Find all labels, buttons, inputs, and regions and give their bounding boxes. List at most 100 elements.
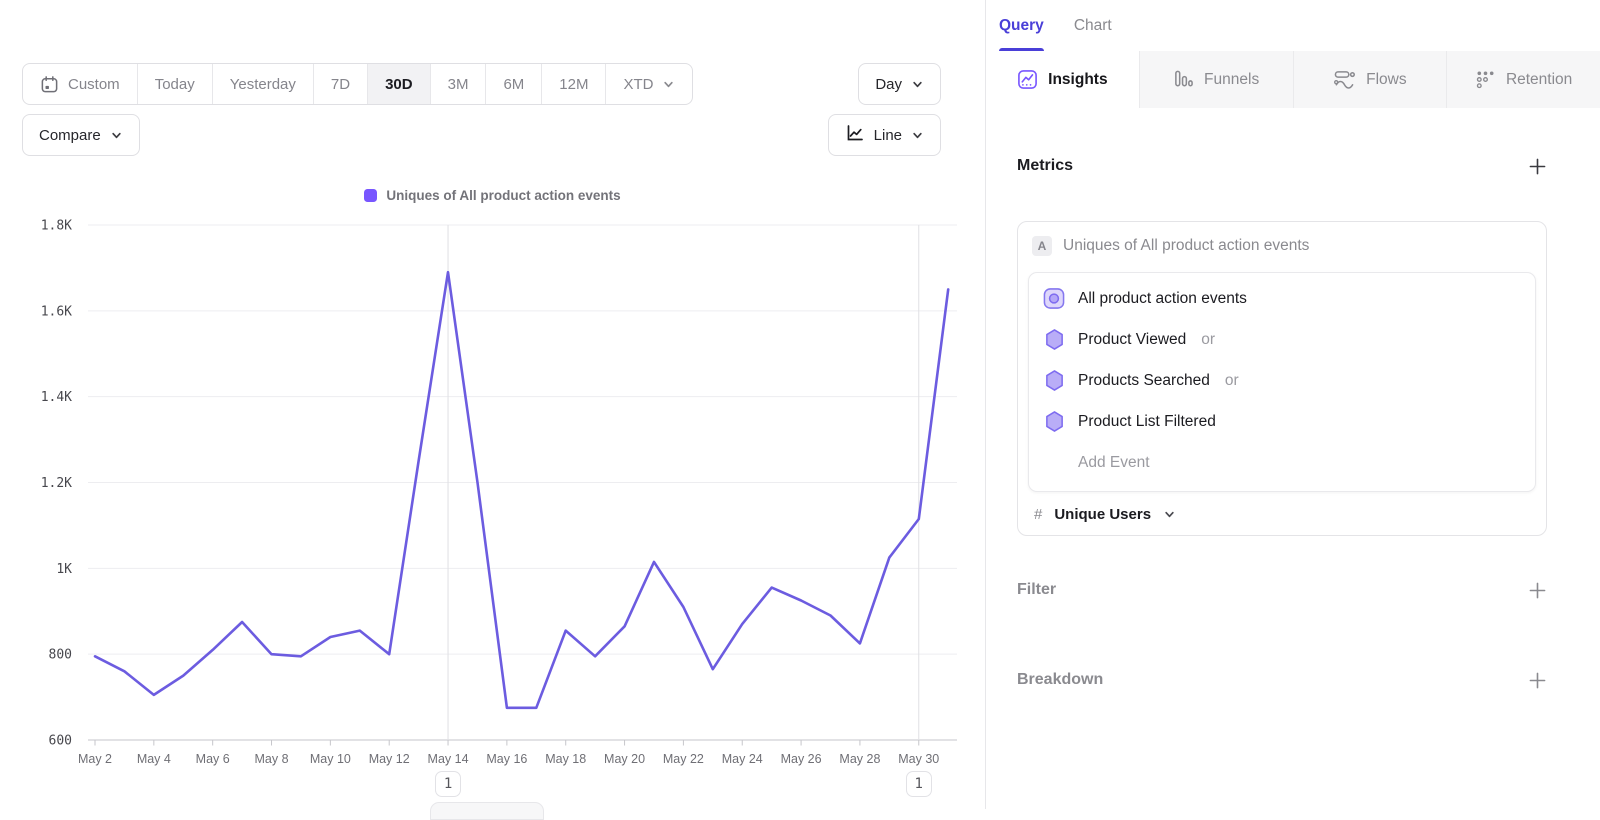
measurement-label: Unique Users <box>1054 506 1152 523</box>
event-row[interactable]: All product action events <box>1029 278 1535 319</box>
report-main-area: Custom Today Yesterday 7D 30D 3M 6M 12M XTD Day … <box>0 63 985 820</box>
compare-dropdown[interactable]: Compare <box>22 114 140 156</box>
funnels-icon <box>1175 70 1193 87</box>
add-breakdown-button[interactable] <box>1529 672 1546 689</box>
add-event-label: Add Event <box>1078 453 1150 471</box>
chevron-down-icon <box>110 129 123 142</box>
range-label: Today <box>154 75 195 93</box>
x-axis-tick: May 22 <box>663 752 704 766</box>
breakdown-section-header: Breakdown <box>1017 669 1546 691</box>
range-button-xtd[interactable]: XTD <box>605 64 692 104</box>
x-axis-tick: May 28 <box>839 752 880 766</box>
y-axis-tick: 1.2K <box>41 476 72 491</box>
calendar-icon <box>41 75 58 92</box>
range-button-yesterday[interactable]: Yesterday <box>211 64 313 104</box>
annotation-badge[interactable]: 1 <box>905 771 932 797</box>
report-tab-insights[interactable]: Insights <box>986 51 1139 108</box>
report-tab-label: Flows <box>1366 70 1407 88</box>
x-axis-tick: May 8 <box>254 752 288 766</box>
chart-type-label: Line <box>873 126 902 144</box>
trend-chart[interactable]: 600 800 1K 1.2K 1.4K 1.6K 1.8K May 2 May 4 May 6 M… <box>0 215 985 809</box>
metric-card-header: A Uniques of All product action events <box>1018 222 1546 256</box>
event-row[interactable]: Products Searched or <box>1029 360 1535 401</box>
range-button-custom[interactable]: Custom <box>23 64 137 104</box>
event-name: Product List Filtered <box>1078 412 1216 430</box>
add-metric-button[interactable] <box>1529 158 1546 175</box>
x-axis-tick: May 4 <box>137 752 171 766</box>
panel-tab-bar: Query Chart <box>986 0 1600 51</box>
filter-section-header: Filter <box>1017 579 1546 601</box>
range-label: XTD <box>623 75 654 93</box>
report-type-tabs: Insights Funnels Flows Retention <box>986 51 1600 108</box>
series-title: Uniques of All product action events <box>1063 237 1310 254</box>
x-axis-tick: May 14 <box>428 752 469 766</box>
chevron-down-icon <box>1163 508 1176 521</box>
x-axis-tick: May 18 <box>545 752 586 766</box>
hexagon-icon <box>1045 411 1063 432</box>
event-row[interactable]: Product List Filtered <box>1029 401 1535 442</box>
tab-query[interactable]: Query <box>999 0 1044 51</box>
x-axis-tick: May 2 <box>78 752 112 766</box>
granularity-label: Day <box>875 75 902 93</box>
metric-card: A Uniques of All product action events A… <box>1017 221 1547 536</box>
event-name: All product action events <box>1078 289 1247 307</box>
event-list: All product action events Product Viewed o… <box>1029 278 1535 442</box>
report-tab-flows[interactable]: Flows <box>1292 51 1447 108</box>
chart-type-dropdown[interactable]: Line <box>827 114 941 156</box>
range-button-12m[interactable]: 12M <box>541 64 605 104</box>
add-filter-button[interactable] <box>1529 582 1546 599</box>
range-button-6m[interactable]: 6M <box>485 64 541 104</box>
range-button-7d[interactable]: 7D <box>312 64 367 104</box>
metrics-section-header: Metrics <box>1017 155 1546 177</box>
x-axis-tick: May 6 <box>196 752 230 766</box>
flows-icon <box>1334 71 1356 89</box>
x-axis-tick: May 26 <box>781 752 822 766</box>
report-tab-label: Retention <box>1505 70 1573 88</box>
clipped-bottom-element <box>430 802 544 820</box>
report-tab-label: Funnels <box>1204 70 1260 88</box>
date-range-selector: Custom Today Yesterday 7D 30D 3M 6M 12M XTD <box>22 63 694 105</box>
range-label: Yesterday <box>229 75 296 93</box>
metrics-title: Metrics <box>1017 157 1074 174</box>
event-list-card: All product action events Product Viewed o… <box>1028 272 1536 492</box>
report-tab-retention[interactable]: Retention <box>1446 51 1600 108</box>
event-row[interactable]: Product Viewed or <box>1029 319 1535 360</box>
range-button-3m[interactable]: 3M <box>429 64 486 104</box>
granularity-dropdown[interactable]: Day <box>858 63 941 105</box>
y-axis-tick: 1.4K <box>41 390 72 405</box>
hexagon-icon <box>1045 329 1063 350</box>
legend-swatch <box>364 189 378 202</box>
annotation-badge[interactable]: 1 <box>435 771 462 797</box>
y-axis-tick: 800 <box>49 648 72 663</box>
series-line[interactable] <box>93 270 950 710</box>
x-axis-tick: May 20 <box>604 752 645 766</box>
report-tab-label: Insights <box>1048 70 1108 88</box>
range-label: 12M <box>559 75 589 93</box>
breakdown-title: Breakdown <box>1017 671 1104 688</box>
add-event-button[interactable]: Add Event <box>1029 442 1535 483</box>
line-chart-icon <box>847 125 863 141</box>
y-axis-tick: 1.8K <box>41 219 72 234</box>
x-axis-tick: May 10 <box>310 752 351 766</box>
all-events-icon <box>1043 288 1065 309</box>
measurement-dropdown[interactable]: # Unique Users <box>1034 506 1176 523</box>
query-builder-panel: Query Chart Insights Funnels Flows Retentio… <box>985 0 1600 809</box>
retention-icon <box>1476 71 1494 89</box>
range-button-30d[interactable]: 30D <box>367 64 430 104</box>
x-axis-tick: May 12 <box>369 752 410 766</box>
tab-chart[interactable]: Chart <box>1073 16 1112 34</box>
event-operator: or <box>1201 330 1216 348</box>
range-label: Custom <box>68 75 120 93</box>
x-axis-tick: May 24 <box>722 752 763 766</box>
compare-label: Compare <box>39 126 101 144</box>
x-axis-tick: May 16 <box>486 752 527 766</box>
range-label: 7D <box>330 75 351 93</box>
series-letter-chip: A <box>1032 236 1052 256</box>
filter-title: Filter <box>1017 581 1057 598</box>
event-name: Products Searched <box>1078 371 1210 389</box>
range-label: 6M <box>503 75 525 93</box>
range-button-today[interactable]: Today <box>136 64 212 104</box>
insights-icon <box>1018 70 1038 89</box>
report-tab-funnels[interactable]: Funnels <box>1138 51 1293 108</box>
x-axis-tick: May 30 <box>898 752 939 766</box>
